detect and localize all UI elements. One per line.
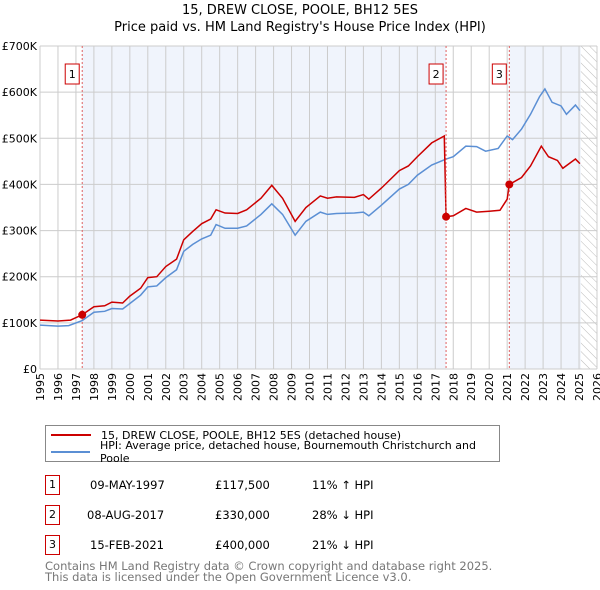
transaction-price: £330,000 [215,508,270,522]
transaction-hpi: 28% ↓ HPI [312,508,374,522]
x-tick-label: 1998 [88,373,101,401]
x-tick-label: 2023 [537,373,550,401]
x-tick-label: 2011 [321,373,334,401]
x-tick-label: 2004 [196,373,209,401]
x-tick-label: 1997 [70,373,83,401]
transaction-row: 1 09-MAY-1997 £117,500 11% ↑ HPI [45,475,545,495]
x-tick-label: 2005 [214,373,227,401]
x-tick-label: 2001 [142,373,155,401]
x-tick-label: 2019 [465,373,478,401]
x-tick-label: 2017 [429,373,442,401]
transaction-row: 2 08-AUG-2017 £330,000 28% ↓ HPI [45,505,545,525]
x-tick-label: 2015 [393,373,406,401]
sale-label: 3 [496,68,503,81]
hpi-line [39,87,581,327]
transaction-hpi: 21% ↓ HPI [312,538,374,552]
property-price-line [39,134,581,322]
y-tick-label: £700K [2,40,38,53]
forecast-hatch [580,46,597,369]
transaction-date: 15-FEB-2021 [90,538,164,552]
x-tick-label: 2022 [519,373,532,401]
x-tick-label: 2024 [555,373,568,401]
legend-item-hpi: HPI: Average price, detached house, Bour… [46,439,499,465]
sale-label: 2 [433,68,440,81]
sale-label-box [64,63,80,85]
transaction-price: £400,000 [215,538,270,552]
legend-swatch-red [51,434,91,436]
legend-label: 15, DREW CLOSE, POOLE, BH12 5ES (detache… [101,428,402,442]
transaction-date: 09-MAY-1997 [90,478,165,492]
chart-title: 15, DREW CLOSE, POOLE, BH12 5ES [182,3,418,18]
transaction-number: 3 [45,535,60,555]
sale-label: 1 [69,68,76,81]
x-tick-label: 2000 [124,373,137,401]
transaction-price: £117,500 [215,478,270,492]
x-tick-label: 1999 [106,373,119,401]
legend: 15, DREW CLOSE, POOLE, BH12 5ES (detache… [45,425,500,465]
x-tick-label: 1996 [52,373,65,401]
shaded-period [509,46,581,369]
legend-swatch-blue [51,451,91,453]
chart-subtitle: Price paid vs. HM Land Registry's House … [114,20,486,35]
legend-label: HPI: Average price, detached house, Bour… [100,439,476,465]
shaded-period [82,46,447,369]
transaction-number: 1 [45,475,60,495]
sale-label-box [491,63,507,85]
sale-point [78,310,87,319]
x-tick-label: 2012 [339,373,352,401]
x-tick-label: 2013 [357,373,370,401]
footer-licence: This data is licensed under the Open Gov… [45,570,412,584]
sale-label-box [428,63,444,85]
transaction-number: 2 [45,505,60,525]
transaction-date: 08-AUG-2017 [87,508,165,522]
y-tick-label: £600K [2,86,38,99]
transaction-row: 3 15-FEB-2021 £400,000 21% ↓ HPI [45,535,545,555]
x-tick-label: 2009 [286,373,299,401]
x-tick-label: 2021 [501,373,514,401]
x-tick-label: 2016 [411,373,424,401]
y-tick-label: £200K [2,271,38,284]
y-tick-label: £400K [2,178,38,191]
x-tick-label: 2003 [178,373,191,401]
y-tick-label: £300K [2,225,38,238]
transaction-hpi: 11% ↑ HPI [312,478,374,492]
x-tick-label: 2006 [232,373,245,401]
x-tick-label: 2010 [304,373,317,401]
x-tick-label: 2008 [268,373,281,401]
x-tick-label: 2020 [483,373,496,401]
x-tick-label: 2007 [250,373,263,401]
legend-item-property: 15, DREW CLOSE, POOLE, BH12 5ES (detache… [46,427,401,443]
footer-copyright: Contains HM Land Registry data © Crown c… [45,559,493,573]
y-tick-label: £500K [2,132,38,145]
price-chart: 1 2 3 1995 1996 1997 1998 1999 2000 2001 2002 2003 2… [2,40,600,401]
x-tick-label: 1995 [34,373,47,401]
sale-point [442,212,451,221]
x-tick-label: 2014 [375,373,388,401]
y-tick-label: £0 [23,363,37,376]
y-tick-label: £100K [2,317,38,330]
sale-point [505,180,514,189]
x-tick-label: 2002 [160,373,173,401]
x-tick-label: 2025 [573,373,586,401]
x-tick-label: 2018 [447,373,460,401]
x-tick-label: 2026 [591,373,600,401]
